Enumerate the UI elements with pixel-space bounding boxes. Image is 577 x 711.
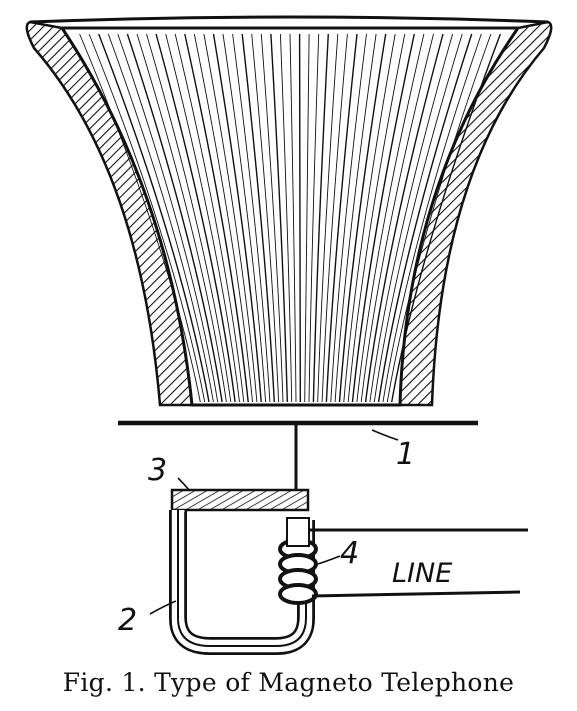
- horn-shading-line: [165, 33, 240, 403]
- horn-shading-line: [289, 33, 297, 403]
- label-2: 2: [118, 603, 137, 638]
- horn-shading-line: [373, 33, 463, 403]
- horn-shading-line: [79, 33, 201, 403]
- horn-shading-line: [356, 33, 425, 403]
- horn-shading-line: [347, 33, 406, 403]
- horn-shading-line: [146, 33, 232, 403]
- horn-shading-line: [270, 33, 288, 403]
- horn-shading-line: [222, 33, 267, 403]
- horn-shading-line: [98, 33, 210, 403]
- leader-4: [317, 555, 341, 565]
- horn-shading-line: [364, 33, 444, 403]
- horn-shading-line: [117, 33, 219, 403]
- horn-shading-line: [317, 33, 339, 403]
- horn-shading-line: [360, 33, 434, 403]
- horn-shading-line: [312, 33, 329, 403]
- horn-shading-line: [298, 33, 301, 403]
- horn-shading-line: [88, 33, 206, 403]
- horn-shading-line: [321, 33, 348, 403]
- line-wire-bottom: [311, 590, 521, 598]
- horn-shading-line: [334, 33, 377, 403]
- horn-shading-line: [338, 33, 387, 403]
- horn-shading-line: [325, 33, 358, 403]
- u-magnet: [169, 510, 315, 655]
- horn-shading-line: [330, 33, 367, 403]
- horn-shading-line: [126, 33, 223, 403]
- horn-shading-line: [279, 33, 293, 403]
- earpiece-horn: [25, 15, 553, 407]
- leader-1: [371, 429, 399, 441]
- horn-shading-line: [232, 33, 271, 403]
- pole-piece: [170, 488, 310, 512]
- horn-shading-line: [377, 33, 473, 403]
- horn-shading-line: [386, 33, 492, 403]
- label-1: 1: [396, 437, 415, 472]
- horn-shading-line: [107, 33, 214, 403]
- label-3: 3: [148, 453, 167, 488]
- horn-shading-line: [391, 33, 502, 403]
- horn-shading-line: [382, 33, 482, 403]
- horn-shading-line: [260, 33, 284, 403]
- horn-rim: [29, 15, 549, 24]
- horn-shading-line: [308, 33, 320, 403]
- leader-2: [149, 600, 177, 615]
- horn-shading-line: [203, 33, 258, 403]
- horn-shading-line: [241, 33, 275, 403]
- horn-shading-line: [136, 33, 227, 403]
- horn-shading-line: [184, 33, 249, 403]
- horn-shading-line: [251, 33, 280, 403]
- horn-shading-line: [304, 33, 310, 403]
- horn-shading-lines: [79, 33, 502, 403]
- horn-shading-line: [212, 33, 262, 403]
- horn-shading-line: [369, 33, 454, 403]
- figure-caption: Fig. 1. Type of Magneto Telephone: [62, 668, 515, 697]
- horn-shading-line: [343, 33, 396, 403]
- label-line: LINE: [392, 558, 452, 589]
- label-4: 4: [340, 536, 359, 571]
- leader-3: [177, 477, 191, 492]
- horn-shading-line: [174, 33, 245, 403]
- horn-shading-line: [351, 33, 415, 403]
- horn-shading-line: [155, 33, 236, 403]
- horn-shading-line: [193, 33, 253, 403]
- coil: [278, 517, 318, 605]
